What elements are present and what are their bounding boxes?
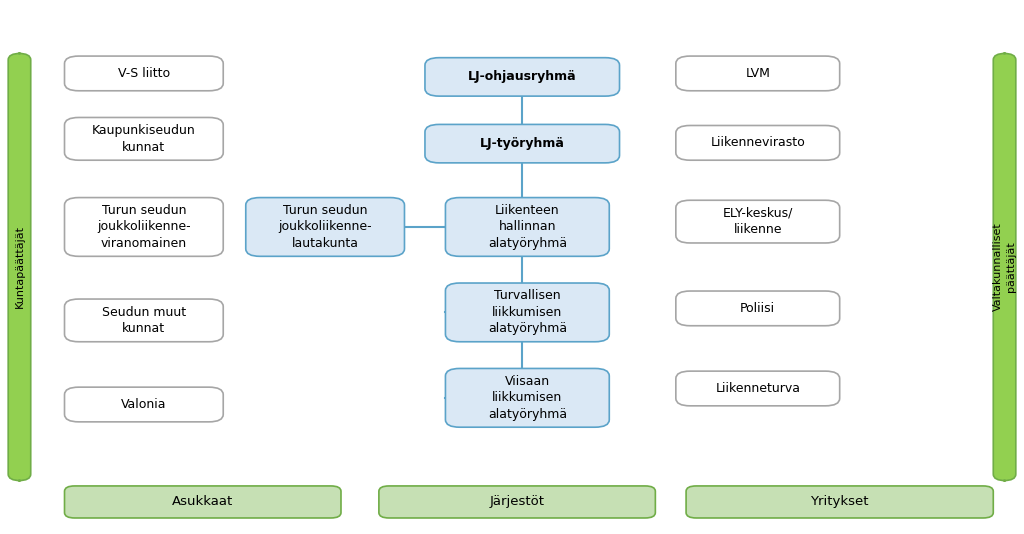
Text: Yritykset: Yritykset [810, 496, 869, 508]
Text: Liikennevirasto: Liikennevirasto [711, 136, 805, 150]
FancyBboxPatch shape [65, 486, 341, 518]
Text: V-S liitto: V-S liitto [118, 67, 170, 80]
Text: LJ-työryhmä: LJ-työryhmä [480, 137, 564, 150]
Text: LJ-ohjausryhmä: LJ-ohjausryhmä [468, 70, 577, 83]
FancyBboxPatch shape [425, 124, 620, 163]
FancyBboxPatch shape [445, 198, 609, 256]
Text: Seudun muut
kunnat: Seudun muut kunnat [101, 305, 186, 335]
FancyBboxPatch shape [8, 53, 31, 481]
FancyBboxPatch shape [445, 368, 609, 427]
Text: Kuntapäättäjät: Kuntapäättäjät [14, 225, 25, 309]
FancyBboxPatch shape [686, 486, 993, 518]
FancyBboxPatch shape [676, 291, 840, 326]
Text: ELY-keskus/
liikenne: ELY-keskus/ liikenne [723, 207, 793, 237]
FancyBboxPatch shape [676, 56, 840, 91]
Text: Turun seudun
joukkoliikenne-
viranomainen: Turun seudun joukkoliikenne- viranomaine… [97, 204, 190, 250]
Text: Turvallisen
liikkumisen
alatyöryhmä: Turvallisen liikkumisen alatyöryhmä [487, 289, 567, 335]
FancyBboxPatch shape [379, 486, 655, 518]
Text: Viisaan
liikkumisen
alatyöryhmä: Viisaan liikkumisen alatyöryhmä [487, 375, 567, 421]
FancyBboxPatch shape [65, 56, 223, 91]
Text: Valtakunnalliset
päättäjät: Valtakunnalliset päättäjät [993, 223, 1016, 311]
Text: Järjestöt: Järjestöt [489, 496, 545, 508]
FancyBboxPatch shape [65, 387, 223, 422]
Text: LVM: LVM [745, 67, 770, 80]
FancyBboxPatch shape [993, 53, 1016, 481]
Text: Kaupunkiseudun
kunnat: Kaupunkiseudun kunnat [92, 124, 196, 154]
FancyBboxPatch shape [246, 198, 404, 256]
Text: Liikenteen
hallinnan
alatyöryhmä: Liikenteen hallinnan alatyöryhmä [487, 204, 567, 250]
FancyBboxPatch shape [425, 58, 620, 96]
Text: Asukkaat: Asukkaat [172, 496, 233, 508]
FancyBboxPatch shape [65, 198, 223, 256]
FancyBboxPatch shape [65, 117, 223, 160]
FancyBboxPatch shape [65, 299, 223, 342]
Text: Poliisi: Poliisi [740, 302, 775, 315]
FancyBboxPatch shape [676, 371, 840, 406]
Text: Liikenneturva: Liikenneturva [715, 382, 801, 395]
FancyBboxPatch shape [676, 200, 840, 243]
FancyBboxPatch shape [676, 125, 840, 160]
Text: Valonia: Valonia [121, 398, 167, 411]
FancyBboxPatch shape [445, 283, 609, 342]
Text: Turun seudun
joukkoliikenne-
lautakunta: Turun seudun joukkoliikenne- lautakunta [279, 204, 372, 250]
